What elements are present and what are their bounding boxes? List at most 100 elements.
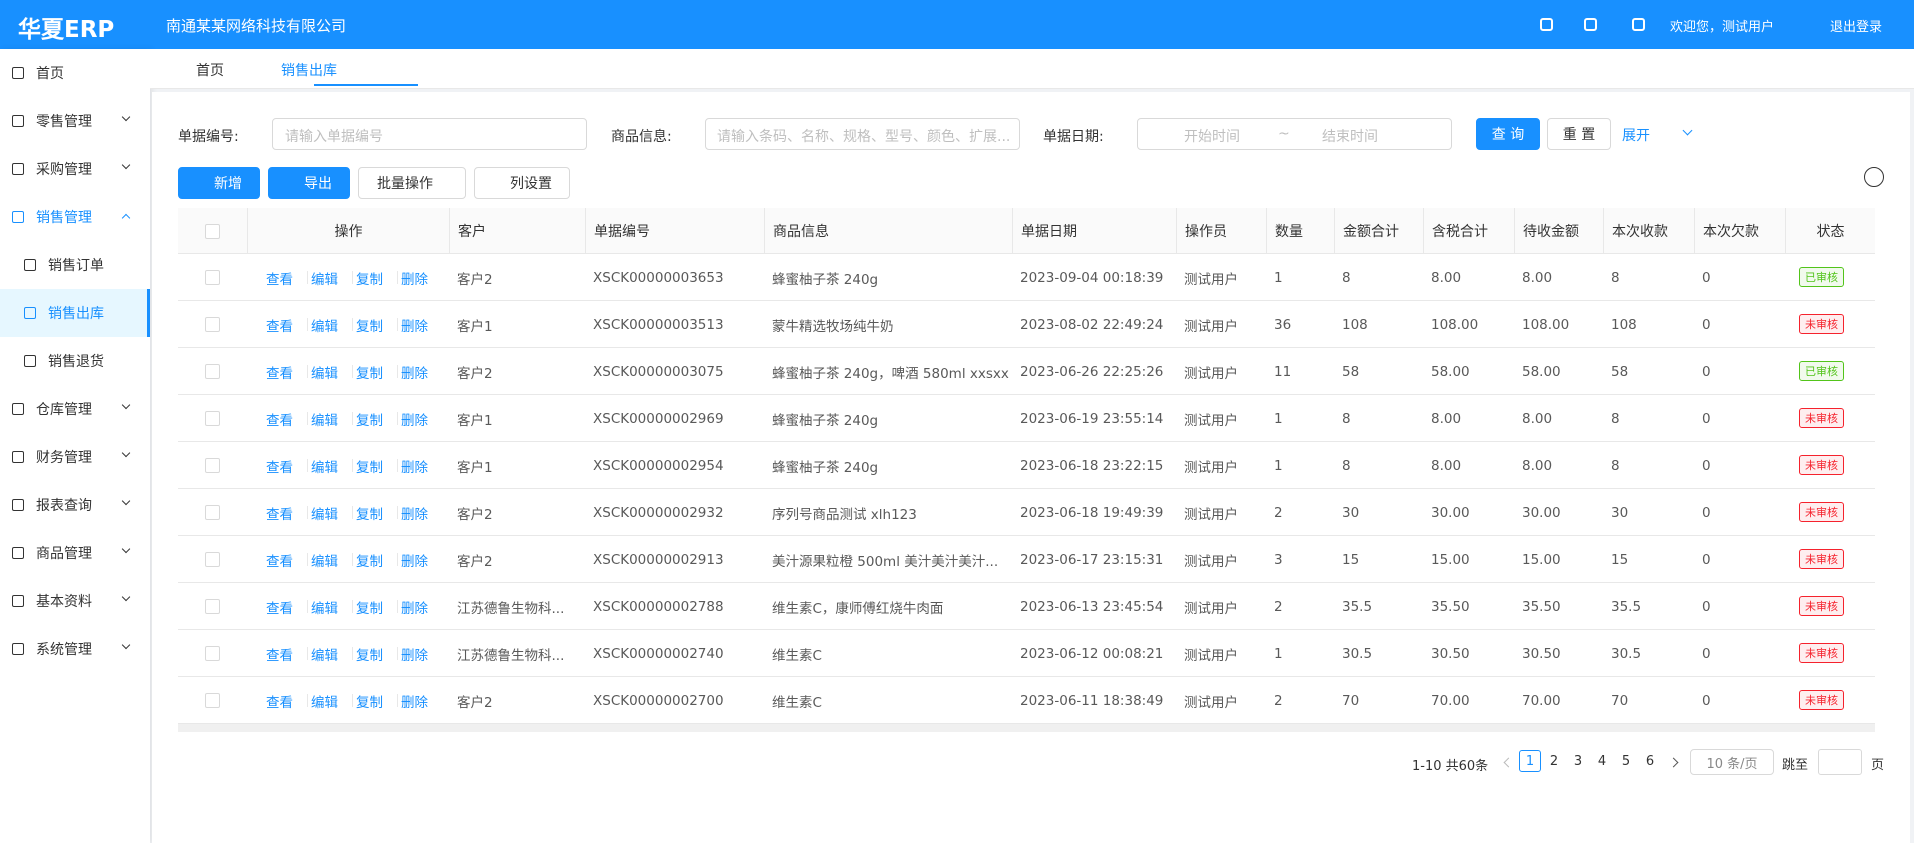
menu-item[interactable]: 报表查询: [36, 498, 92, 514]
action-link[interactable]: 复制: [356, 319, 383, 335]
action-link[interactable]: 复制: [356, 460, 383, 476]
table-cell: 1: [1274, 410, 1283, 427]
page-number[interactable]: 5: [1621, 753, 1631, 769]
page-number[interactable]: 1: [1519, 750, 1541, 772]
menu-item[interactable]: 基本资料: [36, 594, 92, 610]
menu-item[interactable]: 仓库管理: [36, 402, 92, 418]
menu-item[interactable]: 商品管理: [36, 546, 92, 562]
query-button[interactable]: 查 询: [1476, 118, 1540, 150]
checkbox[interactable]: [205, 411, 220, 426]
checkbox[interactable]: [205, 364, 220, 379]
action-link[interactable]: 编辑: [311, 272, 338, 288]
action-link[interactable]: 复制: [356, 507, 383, 523]
logout[interactable]: 退出登录: [1830, 20, 1883, 35]
action-link[interactable]: 删除: [401, 648, 428, 664]
action-link[interactable]: 复制: [356, 554, 383, 570]
action-link[interactable]: 删除: [401, 319, 428, 335]
action-link[interactable]: 复制: [356, 648, 383, 664]
filter-input[interactable]: [705, 118, 1020, 150]
action-link[interactable]: 查看: [266, 601, 293, 617]
menu-item[interactable]: 系统管理: [36, 642, 92, 658]
checkbox[interactable]: [205, 646, 220, 661]
date-input[interactable]: [1137, 118, 1452, 150]
menu-item[interactable]: 首页: [36, 66, 64, 82]
page-size[interactable]: 10 条/页: [1690, 749, 1774, 775]
action-link[interactable]: 编辑: [311, 601, 338, 617]
action-link[interactable]: 查看: [266, 272, 293, 288]
checkbox[interactable]: [205, 270, 220, 285]
checkbox[interactable]: [205, 317, 220, 332]
action-link[interactable]: 查看: [266, 366, 293, 382]
export-button[interactable]: 导出: [268, 167, 350, 199]
action-link[interactable]: 查看: [266, 695, 293, 711]
action-link[interactable]: 查看: [266, 648, 293, 664]
menu-item[interactable]: 财务管理: [36, 450, 92, 466]
menu-item[interactable]: 销售退货: [48, 354, 104, 370]
action-link[interactable]: 删除: [401, 460, 428, 476]
checkbox[interactable]: [205, 224, 220, 239]
action-link[interactable]: 查看: [266, 507, 293, 523]
filter-input[interactable]: [272, 118, 587, 150]
batch-button[interactable]: 批量操作: [358, 167, 466, 199]
menu-item[interactable]: 销售订单: [48, 258, 104, 274]
action-link[interactable]: 删除: [401, 366, 428, 382]
reset-button[interactable]: 重 置: [1547, 118, 1611, 150]
action-link[interactable]: 复制: [356, 601, 383, 617]
page-total: 1-10 共60条: [1412, 759, 1489, 774]
page-number[interactable]: 6: [1645, 753, 1655, 769]
action-link[interactable]: 删除: [401, 695, 428, 711]
action-link[interactable]: 编辑: [311, 648, 338, 664]
add-button[interactable]: 新增: [178, 167, 260, 199]
expand-link[interactable]: 展开: [1622, 128, 1650, 144]
action-link[interactable]: 编辑: [311, 695, 338, 711]
checkbox[interactable]: [205, 599, 220, 614]
tab[interactable]: 首页: [196, 63, 224, 79]
action-link[interactable]: 复制: [356, 695, 383, 711]
columns-button[interactable]: 列设置: [474, 167, 570, 199]
action-link[interactable]: 复制: [356, 413, 383, 429]
action-link[interactable]: 编辑: [311, 460, 338, 476]
action-link[interactable]: 删除: [401, 601, 428, 617]
action-link[interactable]: 编辑: [311, 319, 338, 335]
action-link[interactable]: 复制: [356, 366, 383, 382]
menu-icon: [12, 163, 24, 175]
menu-item[interactable]: 采购管理: [36, 162, 92, 178]
action-link[interactable]: 查看: [266, 413, 293, 429]
checkbox[interactable]: [205, 693, 220, 708]
page-number[interactable]: 2: [1549, 753, 1559, 769]
header-icon[interactable]: [1540, 18, 1553, 31]
header-icon[interactable]: [1632, 18, 1645, 31]
checkbox[interactable]: [205, 552, 220, 567]
action-link[interactable]: 查看: [266, 319, 293, 335]
action-divider: [397, 412, 398, 425]
checkbox[interactable]: [205, 458, 220, 473]
table-cell: 0: [1702, 316, 1711, 333]
action-link[interactable]: 删除: [401, 413, 428, 429]
action-link[interactable]: 编辑: [311, 554, 338, 570]
action-link[interactable]: 删除: [401, 554, 428, 570]
page-number[interactable]: 3: [1573, 753, 1583, 769]
action-link[interactable]: 编辑: [311, 366, 338, 382]
header-icon[interactable]: [1584, 18, 1597, 31]
action-link[interactable]: 查看: [266, 460, 293, 476]
action-link[interactable]: 编辑: [311, 413, 338, 429]
page-number[interactable]: 4: [1597, 753, 1607, 769]
action-link[interactable]: 复制: [356, 272, 383, 288]
action-link[interactable]: 删除: [401, 507, 428, 523]
menu-item[interactable]: 销售管理: [36, 210, 92, 226]
table-cell: 108.00: [1431, 316, 1479, 333]
action-link[interactable]: 编辑: [311, 507, 338, 523]
help-icon[interactable]: [1864, 167, 1884, 187]
action-divider: [397, 365, 398, 378]
menu-item[interactable]: 零售管理: [36, 114, 92, 130]
table-cell: 35.50: [1431, 598, 1470, 615]
table-cell: 0: [1702, 598, 1711, 615]
checkbox[interactable]: [205, 505, 220, 520]
table-cell: 维生素C: [772, 647, 822, 664]
page-jump-input[interactable]: [1818, 749, 1862, 775]
action-link[interactable]: 删除: [401, 272, 428, 288]
action-link[interactable]: 查看: [266, 554, 293, 570]
menu-item[interactable]: 销售出库: [48, 306, 104, 322]
tab[interactable]: 销售出库: [281, 63, 337, 79]
menu-icon: [12, 499, 24, 511]
